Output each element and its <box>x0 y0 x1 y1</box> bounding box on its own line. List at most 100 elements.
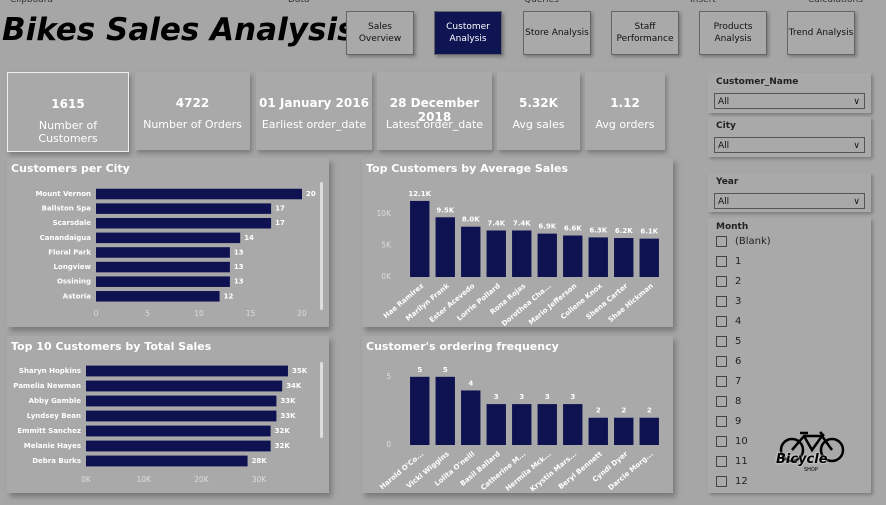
x-tick-label: 10K <box>136 475 152 484</box>
checkbox[interactable] <box>716 416 727 427</box>
data-label: 3 <box>570 393 575 401</box>
y-tick-label: Floral Park <box>48 248 91 256</box>
slicer-option[interactable]: 12 <box>716 476 748 487</box>
chart-title: Customer's ordering frequency <box>366 340 559 353</box>
x-tick-label: Marilyn Frank <box>404 282 451 323</box>
slicer-option[interactable]: 9 <box>716 416 741 427</box>
bar <box>86 410 277 422</box>
x-tick-label: Ester Acevedo <box>428 282 476 324</box>
slicer-option[interactable]: (Blank) <box>716 236 771 247</box>
logo-subtext: SHOP <box>804 467 818 473</box>
bar <box>96 261 230 273</box>
scrollbar[interactable] <box>320 182 323 310</box>
x-tick-label: Krystin Mars... <box>529 450 579 493</box>
slicer-option[interactable]: 8 <box>716 396 741 407</box>
slicer-option[interactable]: 1 <box>716 256 741 267</box>
data-label: 7.4K <box>487 219 505 227</box>
option-label: 9 <box>735 416 742 427</box>
checkbox[interactable] <box>716 436 727 447</box>
option-label: 7 <box>735 376 742 387</box>
bar <box>537 233 557 277</box>
slicer-option[interactable]: 3 <box>716 296 741 307</box>
scrollbar[interactable] <box>320 362 323 438</box>
nav-button[interactable]: Trend Analysis <box>787 11 855 55</box>
y-tick-label: Scarsdale <box>53 219 92 227</box>
kpi-label: Avg orders <box>595 118 655 131</box>
checkbox[interactable] <box>716 476 727 487</box>
x-tick-label: 20 <box>297 309 307 318</box>
data-label: 13 <box>234 278 244 286</box>
checkbox[interactable] <box>716 376 727 387</box>
bar <box>486 230 506 277</box>
bar <box>96 188 302 200</box>
y-tick-label: Abby Gamble <box>29 397 82 405</box>
slicer-option[interactable]: 2 <box>716 276 741 287</box>
bar <box>563 235 583 277</box>
checkbox[interactable] <box>716 356 727 367</box>
data-label: 5 <box>443 366 448 374</box>
slicer-option[interactable]: 6 <box>716 356 741 367</box>
kpi-value: 28 December 2018 <box>389 96 480 124</box>
bar <box>86 440 271 452</box>
data-label: 9.5K <box>436 206 454 214</box>
data-label: 6.2K <box>615 227 633 235</box>
checkbox[interactable] <box>716 316 727 327</box>
dropdown[interactable]: All <box>714 93 865 110</box>
checkbox[interactable] <box>716 336 727 347</box>
bar <box>512 404 532 445</box>
chart-title: Customers per City <box>11 162 130 175</box>
kpi-value: 1.12 <box>610 96 640 110</box>
dropdown[interactable]: All <box>714 137 865 154</box>
nav-button[interactable]: Products Analysis <box>699 11 767 55</box>
bar <box>96 276 230 287</box>
option-label: 5 <box>735 336 742 347</box>
slicer-option[interactable]: 4 <box>716 316 741 327</box>
checkbox[interactable] <box>716 456 727 467</box>
data-label: 6.3K <box>589 226 607 234</box>
slicer-option[interactable]: 7 <box>716 376 741 387</box>
y-tick-label: Pamelia Newman <box>13 382 81 390</box>
bar <box>96 291 220 302</box>
x-tick-label: Catherine M... <box>479 450 527 492</box>
nav-button[interactable]: Sales Overview <box>346 11 414 55</box>
y-tick-label: Astoria <box>63 292 92 300</box>
nav-button[interactable]: Store Analysis <box>523 11 591 55</box>
bar <box>86 380 283 392</box>
checkbox[interactable] <box>716 276 727 287</box>
data-label: 17 <box>275 219 285 227</box>
slicer-option[interactable]: 11 <box>716 456 748 467</box>
dropdown[interactable]: All <box>714 193 865 210</box>
data-label: 3 <box>545 393 550 401</box>
nav-button[interactable]: Staff Performance <box>611 11 679 55</box>
bar <box>486 404 506 445</box>
kpi-label: Avg sales <box>512 118 565 131</box>
x-tick-label: Beryl Bennett <box>557 450 604 492</box>
bar <box>86 425 271 437</box>
data-label: 33K <box>280 412 296 420</box>
slicer-option[interactable]: 5 <box>716 336 741 347</box>
bar <box>614 238 634 277</box>
kpi-card: 4722 Number of Orders <box>135 72 250 150</box>
nav-button[interactable]: Customer Analysis <box>434 11 502 55</box>
checkbox[interactable] <box>716 256 727 267</box>
checkbox[interactable] <box>716 396 727 407</box>
y-tick-label: Debra Burks <box>32 457 81 465</box>
x-tick-label: Harold O'Co... <box>378 450 425 491</box>
data-label: 14 <box>244 234 254 242</box>
option-label: 4 <box>735 316 742 327</box>
slicer-option[interactable]: 10 <box>716 436 748 447</box>
logo-text: Bicycle <box>776 452 828 467</box>
data-label: 20 <box>306 190 316 198</box>
data-label: 28K <box>252 457 268 465</box>
slicer-title: Customer_Name <box>716 77 799 87</box>
data-label: 32K <box>275 442 291 450</box>
x-tick-label: 5 <box>145 309 150 318</box>
y-tick-label: Lyndsey Bean <box>27 412 81 420</box>
data-label: 8.0K <box>462 216 480 224</box>
data-label: 2 <box>621 407 626 415</box>
option-label: 1 <box>735 256 742 267</box>
bar <box>96 247 230 258</box>
checkbox[interactable] <box>716 296 727 307</box>
checkbox[interactable] <box>716 236 727 247</box>
